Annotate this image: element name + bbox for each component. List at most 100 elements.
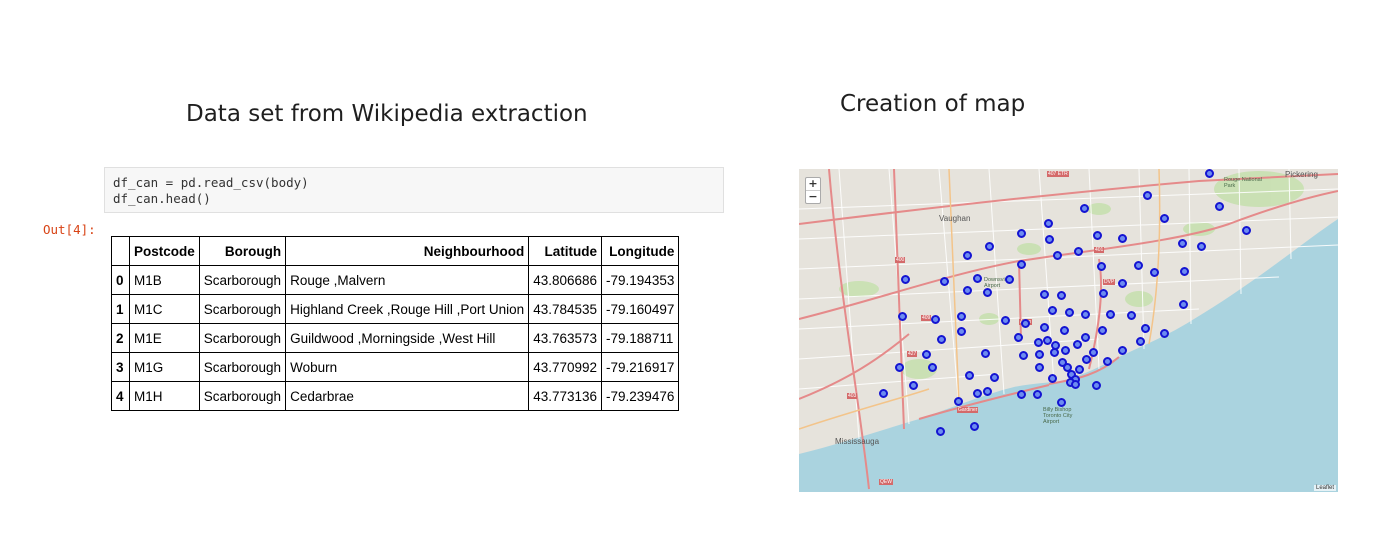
map-marker[interactable] [957,312,966,321]
map-marker[interactable] [1021,319,1030,328]
map-marker[interactable] [990,373,999,382]
map-marker[interactable] [1061,346,1070,355]
map-marker[interactable] [1001,316,1010,325]
map-marker[interactable] [1118,346,1127,355]
map-marker[interactable] [937,335,946,344]
cell-neighbourhood: Highland Creek ,Rouge Hill ,Port Union [285,294,530,324]
map-marker[interactable] [901,275,910,284]
map-marker[interactable] [1160,214,1169,223]
map-marker[interactable] [963,286,972,295]
map-marker[interactable] [1075,365,1084,374]
map-marker[interactable] [1215,202,1224,211]
map-marker[interactable] [931,315,940,324]
map-marker[interactable] [957,327,966,336]
map-marker[interactable] [1082,355,1091,364]
map-marker[interactable] [1045,235,1054,244]
map-marker[interactable] [985,242,994,251]
map-marker[interactable] [898,312,907,321]
map-marker[interactable] [1205,169,1214,178]
map-marker[interactable] [1136,337,1145,346]
map-marker[interactable] [1019,351,1028,360]
cell-longitude: -79.160497 [601,294,680,324]
map-marker[interactable] [1197,242,1206,251]
map-marker[interactable] [965,371,974,380]
map-marker[interactable] [1040,290,1049,299]
map-marker[interactable] [1134,261,1143,270]
map-marker[interactable] [1005,275,1014,284]
cell-neighbourhood: Guildwood ,Morningside ,West Hill [285,323,530,353]
road-label-gardiner: Gardiner [957,407,979,413]
map-marker[interactable] [1141,324,1150,333]
map-marker[interactable] [983,288,992,297]
map-marker[interactable] [1118,234,1127,243]
map-marker[interactable] [973,389,982,398]
map-marker[interactable] [1092,381,1101,390]
map-marker[interactable] [1057,398,1066,407]
map-marker[interactable] [963,251,972,260]
map-marker[interactable] [1073,340,1082,349]
code-cell[interactable]: df_can = pd.read_csv(body) df_can.head() [104,167,724,213]
place-label-mississauga: Mississauga [835,437,880,446]
map-marker[interactable] [1106,310,1115,319]
map-marker[interactable] [1058,358,1067,367]
map-marker[interactable] [1074,247,1083,256]
map-marker[interactable] [1118,279,1127,288]
table-header-row: Postcode Borough Neighbourhood Latitude … [111,236,680,266]
map-marker[interactable] [1034,338,1043,347]
map-marker[interactable] [1033,390,1042,399]
map-marker[interactable] [983,387,992,396]
map-marker[interactable] [970,422,979,431]
map-marker[interactable] [1017,229,1026,238]
map-marker[interactable] [1178,239,1187,248]
map-marker[interactable] [940,277,949,286]
map-marker[interactable] [1093,231,1102,240]
map-marker[interactable] [973,274,982,283]
map-marker[interactable] [895,363,904,372]
map-marker[interactable] [928,363,937,372]
map-marker[interactable] [1103,357,1112,366]
map-marker[interactable] [1050,348,1059,357]
map-marker[interactable] [1081,333,1090,342]
map-marker[interactable] [954,397,963,406]
map-marker[interactable] [1099,289,1108,298]
map-marker[interactable] [1035,350,1044,359]
map-marker[interactable] [1098,326,1107,335]
table-row: 0 M1B Scarborough Rouge ,Malvern 43.8066… [111,265,680,295]
map-marker[interactable] [936,427,945,436]
map-marker[interactable] [981,349,990,358]
map-marker[interactable] [1242,226,1251,235]
map-marker[interactable] [1048,374,1057,383]
map-marker[interactable] [1043,336,1052,345]
map-marker[interactable] [1179,300,1188,309]
map-marker[interactable] [909,381,918,390]
map-marker[interactable] [1014,333,1023,342]
map-marker[interactable] [1127,311,1136,320]
map-marker[interactable] [1057,291,1066,300]
zoom-out-button[interactable]: − [806,190,820,203]
map-marker[interactable] [1143,191,1152,200]
map-marker[interactable] [1150,268,1159,277]
map-marker[interactable] [1017,260,1026,269]
column-header-neighbourhood: Neighbourhood [285,236,530,266]
map-marker[interactable] [1080,204,1089,213]
zoom-in-button[interactable]: + [808,177,818,190]
map-marker[interactable] [1065,308,1074,317]
map-marker[interactable] [1044,219,1053,228]
cell-longitude: -79.188711 [601,323,680,353]
map-marker[interactable] [1089,348,1098,357]
map-marker[interactable] [1071,380,1080,389]
map-marker[interactable] [922,350,931,359]
map-marker[interactable] [1097,262,1106,271]
map-marker[interactable] [1053,251,1062,260]
map-marker[interactable] [1060,326,1069,335]
map-marker[interactable] [1017,390,1026,399]
map-marker[interactable] [1048,306,1057,315]
map-marker[interactable] [879,389,888,398]
map-attribution[interactable]: Leaflet [1313,485,1336,491]
map-marker[interactable] [1160,329,1169,338]
map-marker[interactable] [1081,310,1090,319]
map-marker[interactable] [1040,323,1049,332]
folium-map[interactable]: Vaughan Mississauga Pickering Rouge Nati… [799,169,1338,492]
map-marker[interactable] [1180,267,1189,276]
map-marker[interactable] [1035,363,1044,372]
